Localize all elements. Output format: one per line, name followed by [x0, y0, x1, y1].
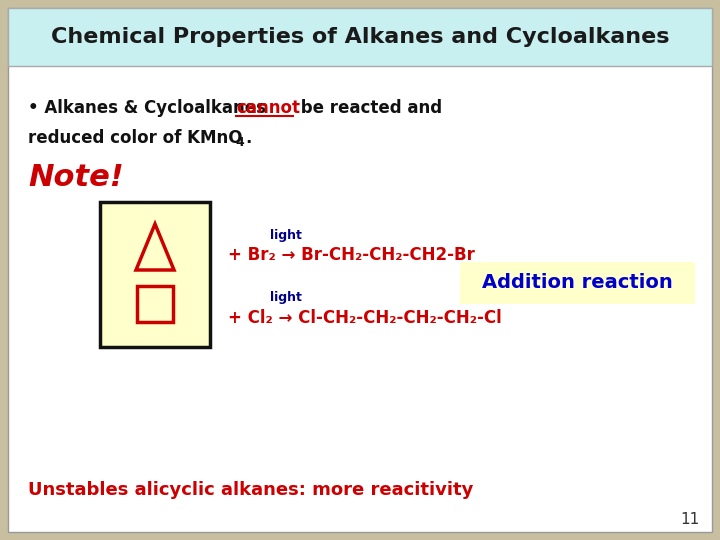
Bar — [137, 286, 173, 322]
Text: 4: 4 — [235, 137, 244, 150]
Text: + Cl₂ → Cl-CH₂-CH₂-CH₂-CH₂-Cl: + Cl₂ → Cl-CH₂-CH₂-CH₂-CH₂-Cl — [228, 309, 502, 327]
Text: .: . — [245, 129, 251, 147]
Text: Note!: Note! — [28, 164, 124, 192]
Text: be reacted and: be reacted and — [295, 99, 442, 117]
Bar — [100, 202, 210, 347]
Text: light: light — [270, 292, 302, 305]
Text: 11: 11 — [680, 512, 700, 528]
Text: Addition reaction: Addition reaction — [482, 273, 673, 293]
Bar — [8, 8, 712, 66]
Text: • Alkanes & Cycloalkanes: • Alkanes & Cycloalkanes — [28, 99, 271, 117]
Text: light: light — [270, 228, 302, 241]
Text: + Br₂ → Br-CH₂-CH₂-CH2-Br: + Br₂ → Br-CH₂-CH₂-CH2-Br — [228, 246, 475, 264]
Text: Chemical Properties of Alkanes and Cycloalkanes: Chemical Properties of Alkanes and Cyclo… — [50, 27, 670, 47]
Bar — [460, 262, 695, 304]
Text: cannot: cannot — [236, 99, 300, 117]
Text: Unstables alicyclic alkanes: more reacitivity: Unstables alicyclic alkanes: more reacit… — [28, 481, 473, 499]
Text: reduced color of KMnO: reduced color of KMnO — [28, 129, 243, 147]
